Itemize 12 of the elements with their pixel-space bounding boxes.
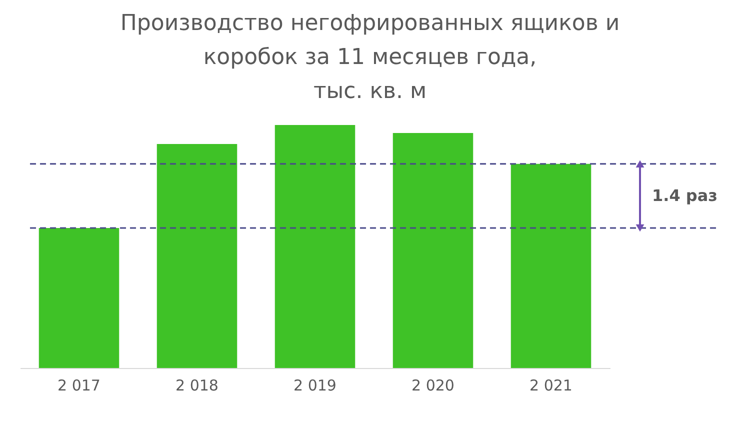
- text: 1.4 раз: [652, 186, 718, 205]
- chart-title: Производство негофрированных ящиков и коробок за 11 месяцев года, тыс. кв. м: [120, 11, 620, 104]
- x-tick-label: 2 021: [530, 376, 572, 394]
- x-tick-label: 2 017: [58, 376, 100, 394]
- bar: [274, 125, 356, 368]
- bar: [38, 228, 120, 368]
- bar: [510, 164, 592, 368]
- x-tick-label: 2 018: [176, 376, 218, 394]
- x-tick-label: 2 019: [294, 376, 336, 394]
- bar: [156, 144, 238, 368]
- x-tick-label: 2 020: [412, 376, 454, 394]
- bar: [392, 133, 474, 368]
